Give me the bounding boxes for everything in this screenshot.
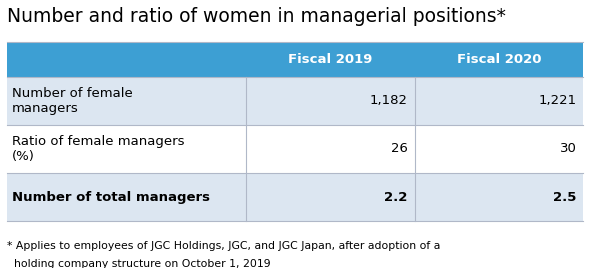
Text: 26: 26 (391, 142, 408, 155)
Text: 1,221: 1,221 (538, 94, 576, 107)
Text: 2.5: 2.5 (553, 191, 576, 203)
Text: Number of female
managers: Number of female managers (12, 87, 133, 115)
Text: Number of total managers: Number of total managers (12, 191, 210, 203)
Text: 1,182: 1,182 (370, 94, 408, 107)
Text: Fiscal 2020: Fiscal 2020 (457, 53, 542, 66)
Text: 30: 30 (559, 142, 576, 155)
Text: Number and ratio of women in managerial positions*: Number and ratio of women in managerial … (7, 7, 506, 26)
Text: Fiscal 2019: Fiscal 2019 (289, 53, 373, 66)
Text: 2.2: 2.2 (384, 191, 408, 203)
Text: holding company structure on October 1, 2019: holding company structure on October 1, … (7, 259, 271, 268)
Text: Ratio of female managers
(%): Ratio of female managers (%) (12, 135, 184, 163)
Text: * Applies to employees of JGC Holdings, JGC, and JGC Japan, after adoption of a: * Applies to employees of JGC Holdings, … (7, 241, 441, 251)
